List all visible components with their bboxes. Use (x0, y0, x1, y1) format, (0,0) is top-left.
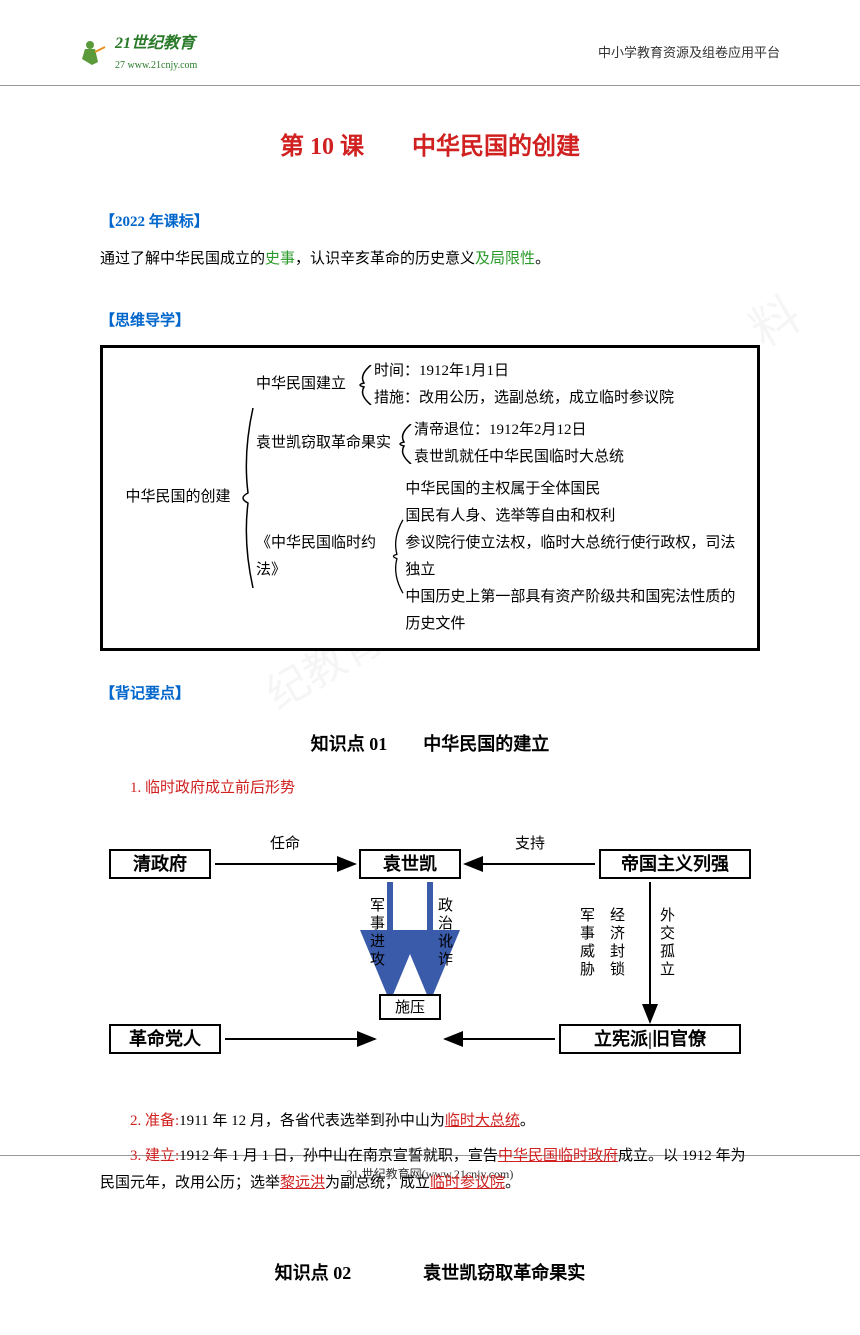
standard-text: 通过了解中华民国成立的史事，认识辛亥革命的历史意义及局限性。 (100, 246, 760, 273)
branch-items: 清帝退位：1912年2月12日 袁世凯就任中华民国临时大总统 (414, 417, 624, 471)
tree-item: 清帝退位：1912年2月12日 (414, 417, 624, 444)
tree-item: 国民有人身、选举等自由和权利 (405, 503, 742, 530)
flow-imperial: 帝国主义列强 (621, 853, 729, 874)
branch-items: 中华民国的主权属于全体国民 国民有人身、选举等自由和权利 参议院行使立法权，临时… (405, 476, 742, 638)
svg-text:锁: 锁 (610, 961, 625, 978)
tree-item: 中华民国的主权属于全体国民 (405, 476, 742, 503)
branch-title: 《中华民国临时约法》 (256, 530, 390, 584)
svg-text:讹: 讹 (438, 933, 453, 950)
svg-text:诈: 诈 (438, 951, 453, 968)
svg-text:济: 济 (610, 925, 625, 942)
bracket-icon (356, 365, 374, 405)
svg-text:立: 立 (660, 961, 675, 978)
svg-text:交: 交 (660, 924, 675, 942)
logo: 21世纪教育 27 www.21cnjy.com (80, 30, 197, 75)
text-fragment: 通过了解中华民国成立的 (100, 251, 265, 267)
svg-text:威: 威 (580, 943, 595, 960)
highlight-green: 史事 (265, 251, 295, 267)
tree-branches: 中华民国建立 时间：1912年1月1日 措施：改用公历，选副总统，成立临时参议院… (256, 358, 742, 638)
svg-text:政: 政 (438, 897, 453, 914)
standard-label: 【2022 年课标】 (100, 209, 760, 236)
bracket-icon (390, 514, 406, 599)
svg-text:攻: 攻 (370, 951, 385, 968)
logo-url: 27 www.21cnjy.com (115, 57, 197, 75)
tree-diagram: 中华民国的创建 中华民国建立 时间：1912年1月1日 措施：改用公历，选副总统… (118, 358, 742, 638)
tree-item: 措施：改用公历，选副总统，成立临时参议院 (374, 385, 674, 412)
memorize-label: 【背记要点】 (100, 681, 760, 708)
logo-text: 21世纪教育 (115, 30, 197, 59)
text-fragment: 为副总统，成立 (325, 1175, 430, 1191)
svg-text:胁: 胁 (580, 961, 595, 978)
tree-item: 参议院行使立法权，临时大总统行使行政权，司法独立 (405, 530, 742, 584)
flow-appoint: 任命 (270, 834, 300, 852)
svg-text:封: 封 (610, 943, 625, 960)
tree-item: 中国历史上第一部具有资产阶级共和国宪法性质的历史文件 (405, 584, 742, 638)
bracket-icon (396, 424, 414, 464)
logo-icon (80, 37, 110, 67)
svg-text:进: 进 (370, 933, 385, 950)
text-fragment: 1911 年 12 月，各省代表选举到孙中山为 (179, 1113, 445, 1129)
svg-text:军: 军 (580, 908, 595, 924)
point-label: 2. 准备: (130, 1113, 179, 1129)
establish-para: 3. 建立:1912 年 1 月 1 日，孙中山在南京宣誓就职，宣告中华民国临时… (100, 1143, 760, 1197)
highlight-green: 及局限性 (475, 251, 535, 267)
situation-label: 1. 临时政府成立前后形势 (100, 775, 760, 802)
flow-pressure: 施压 (395, 999, 425, 1016)
tree-branch: 袁世凯窃取革命果实 清帝退位：1912年2月12日 袁世凯就任中华民国临时大总统 (256, 417, 742, 471)
main-content: 第 10 课 中华民国的创建 【2022 年课标】 通过了解中华民国成立的史事，… (0, 96, 860, 1335)
highlight-red: 临时大总统 (445, 1113, 520, 1129)
branch-title: 中华民国建立 (256, 371, 356, 398)
tree-branch: 中华民国建立 时间：1912年1月1日 措施：改用公历，选副总统，成立临时参议院 (256, 358, 742, 412)
svg-text:孤: 孤 (660, 943, 675, 960)
knowledge-point-title: 知识点 02 袁世凯窃取革命果实 (100, 1257, 760, 1289)
flow-revolutionary: 革命党人 (129, 1028, 202, 1049)
text-fragment: 1912 年 1 月 1 日，孙中山在南京宣誓就职，宣告 (179, 1148, 498, 1164)
svg-text:事: 事 (580, 925, 595, 942)
svg-text:治: 治 (438, 915, 453, 932)
flow-qing: 清政府 (133, 853, 187, 874)
branch-items: 时间：1912年1月1日 措施：改用公历，选副总统，成立临时参议院 (374, 358, 674, 412)
highlight-red: 中华民国临时政府 (498, 1148, 618, 1164)
highlight-red: 黎远洪 (280, 1175, 325, 1191)
highlight-red: 临时参议院 (430, 1175, 505, 1191)
svg-text:经: 经 (610, 907, 625, 924)
prepare-para: 2. 准备:1911 年 12 月，各省代表选举到孙中山为临时大总统。 (100, 1108, 760, 1135)
tree-item: 时间：1912年1月1日 (374, 358, 674, 385)
branch-title: 袁世凯窃取革命果实 (256, 430, 396, 457)
tree-root: 中华民国的创建 (118, 484, 238, 511)
svg-text:事: 事 (370, 915, 385, 932)
tree-diagram-container: 中华民国的创建 中华民国建立 时间：1912年1月1日 措施：改用公历，选副总统… (100, 345, 760, 651)
tree-item: 袁世凯就任中华民国临时大总统 (414, 444, 624, 471)
flow-constitutional: 立宪派|旧官僚 (594, 1028, 707, 1049)
flow-support: 支持 (515, 835, 545, 852)
tree-branch: 《中华民国临时约法》 中华民国的主权属于全体国民 国民有人身、选举等自由和权利 … (256, 476, 742, 638)
text-fragment: ，认识辛亥革命的历史意义 (295, 251, 475, 267)
page-header: 21世纪教育 27 www.21cnjy.com 中小学教育资源及组卷应用平台 (0, 0, 860, 86)
header-right-text: 中小学教育资源及组卷应用平台 (598, 41, 780, 64)
text-fragment: 。 (535, 251, 550, 267)
page-title: 第 10 课 中华民国的创建 (100, 126, 760, 169)
bracket-icon (238, 408, 256, 588)
flow-diagram: 清政府 袁世凯 帝国主义列强 任命 支持 军 事 进 攻 政 治 讹 诈 施压 … (100, 810, 760, 1090)
flow-vtext: 军 (370, 898, 385, 914)
text-fragment: 。 (505, 1175, 520, 1191)
mindmap-label: 【思维导学】 (100, 308, 760, 335)
knowledge-point-title: 知识点 01 中华民国的建立 (100, 728, 760, 760)
flow-yuan: 袁世凯 (382, 853, 437, 874)
svg-text:外: 外 (660, 907, 675, 924)
point-label: 3. 建立: (130, 1148, 179, 1164)
text-fragment: 。 (520, 1113, 535, 1129)
